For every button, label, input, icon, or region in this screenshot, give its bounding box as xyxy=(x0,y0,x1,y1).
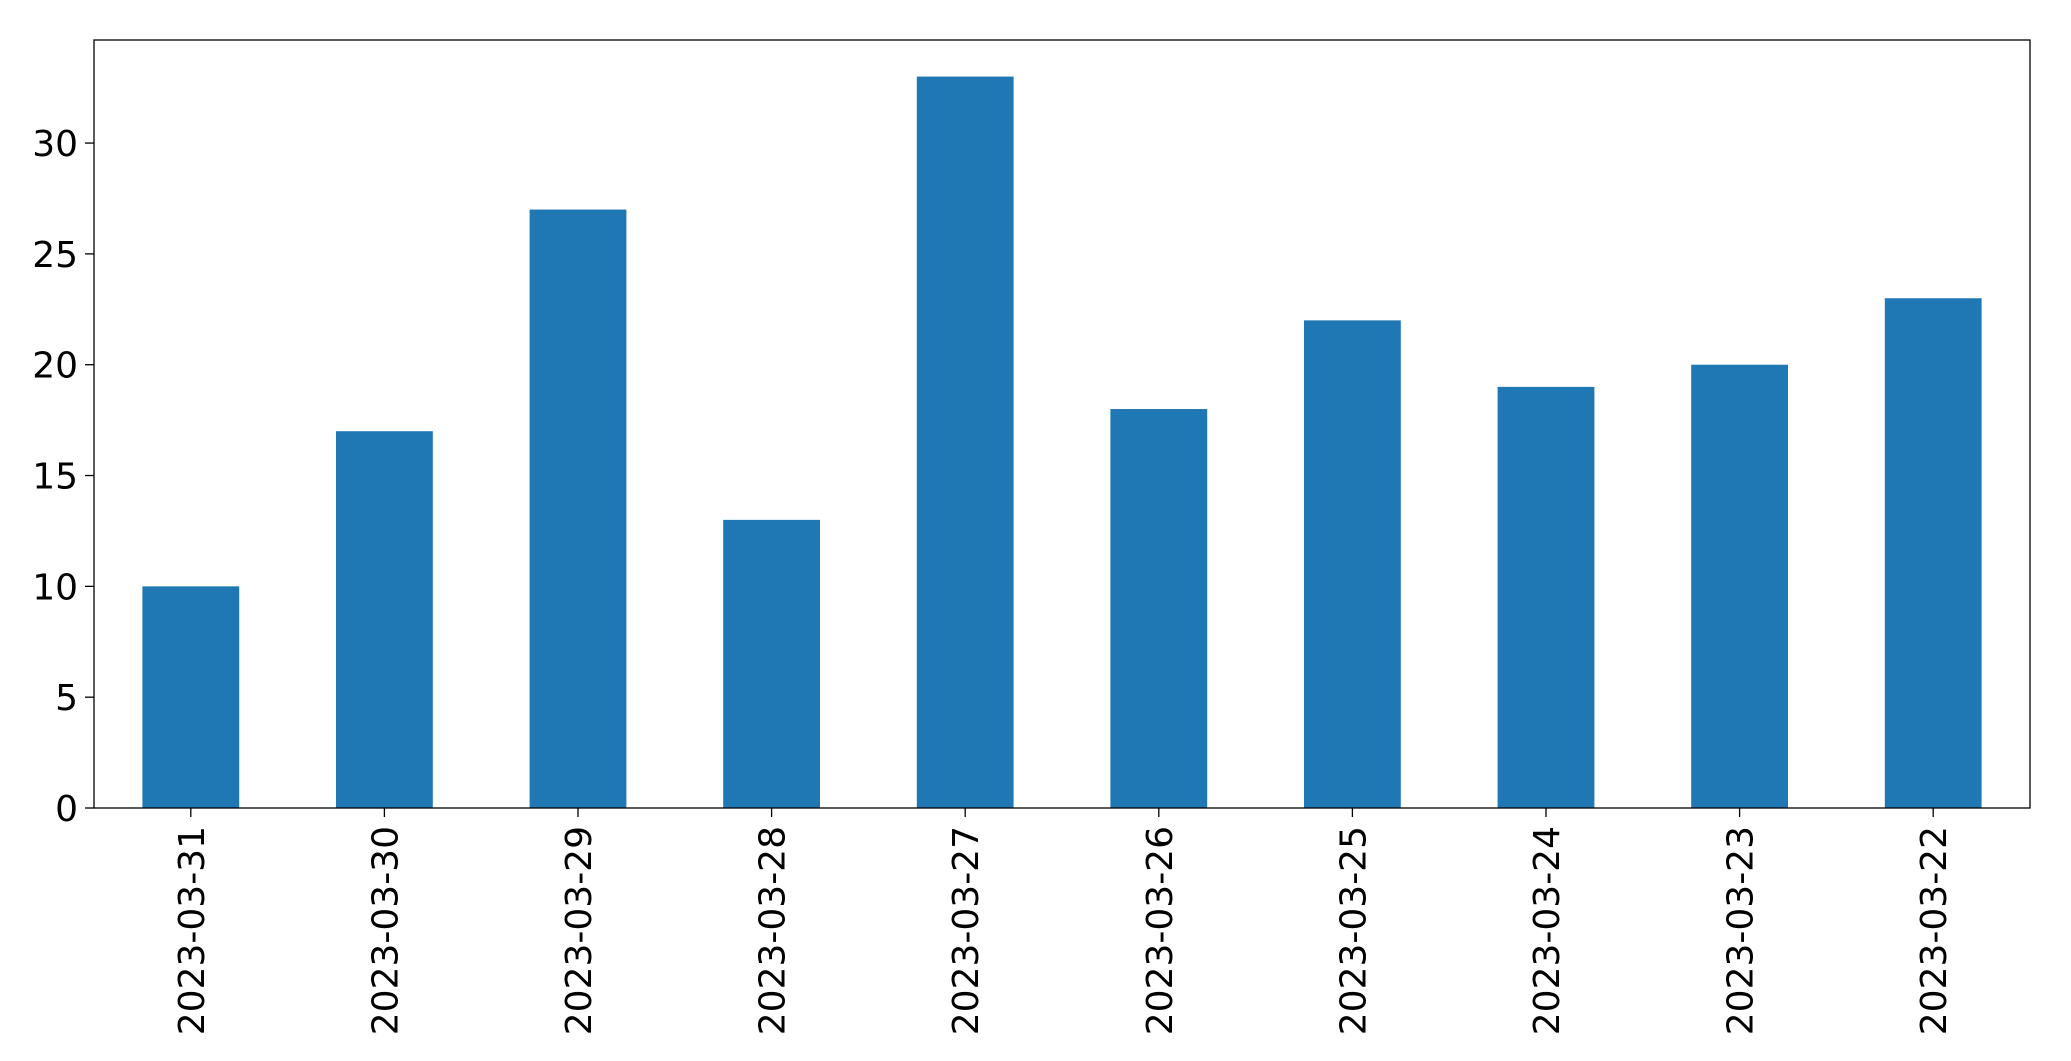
y-tick-label: 0 xyxy=(55,789,78,830)
bar xyxy=(1497,386,1595,808)
bar xyxy=(1304,320,1401,808)
x-tick-label: 2023-03-29 xyxy=(559,826,600,1035)
x-tick-label: 2023-03-27 xyxy=(946,826,987,1035)
bar xyxy=(1691,364,1788,808)
bar xyxy=(1884,298,1982,808)
y-tick-label: 25 xyxy=(32,235,78,276)
y-tick-label: 15 xyxy=(32,457,78,498)
x-tick-label: 2023-03-31 xyxy=(172,826,213,1035)
y-tick-label: 20 xyxy=(32,346,78,387)
bar xyxy=(336,431,433,808)
bar xyxy=(1110,409,1208,808)
x-tick-label: 2023-03-28 xyxy=(753,826,794,1035)
y-tick-label: 30 xyxy=(32,124,78,165)
x-tick-label: 2023-03-22 xyxy=(1914,826,1955,1035)
x-tick-label: 2023-03-26 xyxy=(1140,826,1181,1035)
y-tick-label: 5 xyxy=(55,678,78,719)
bar xyxy=(723,519,820,808)
x-tick-label: 2023-03-24 xyxy=(1527,826,1568,1035)
y-tick-label: 10 xyxy=(32,567,78,608)
x-tick-label: 2023-03-23 xyxy=(1721,826,1762,1035)
x-tick-label: 2023-03-25 xyxy=(1333,826,1374,1035)
x-tick-label: 2023-03-30 xyxy=(365,826,406,1035)
bar xyxy=(529,209,627,808)
bar xyxy=(916,76,1014,809)
bar xyxy=(142,586,240,808)
axes-frame xyxy=(93,39,2031,809)
